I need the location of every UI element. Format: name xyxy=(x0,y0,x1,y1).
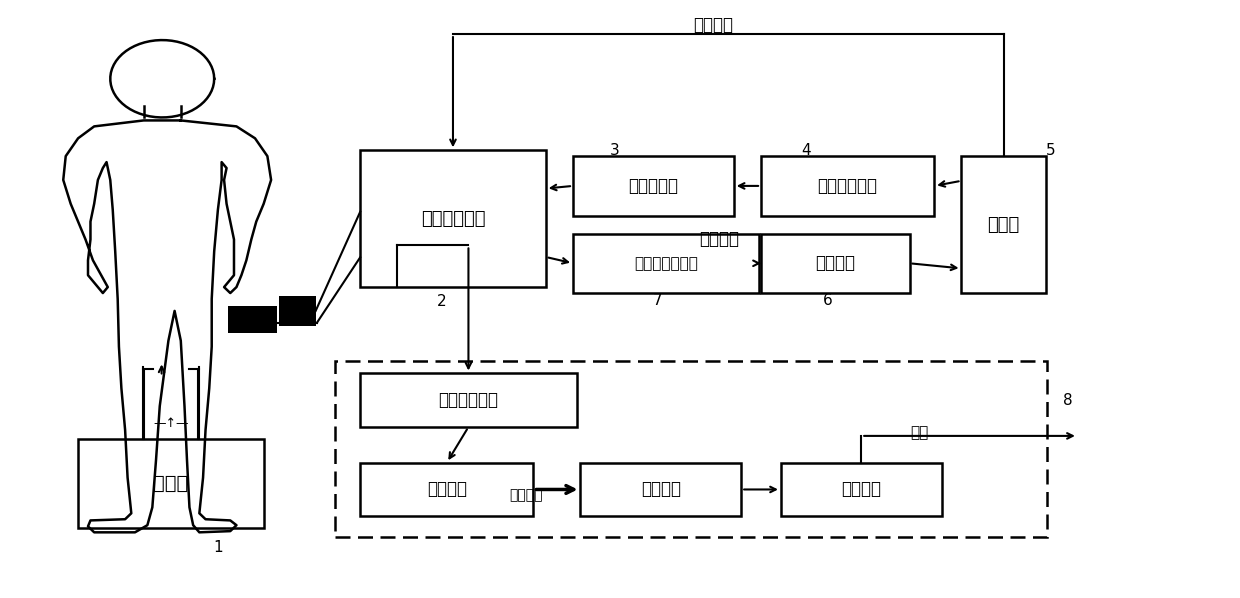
Text: —↑—: —↑— xyxy=(153,417,188,431)
Bar xyxy=(279,296,316,326)
FancyBboxPatch shape xyxy=(573,156,734,216)
FancyBboxPatch shape xyxy=(360,463,533,516)
Text: 前向模型生成: 前向模型生成 xyxy=(439,391,498,409)
Text: 6: 6 xyxy=(823,293,833,309)
Text: 主控器: 主控器 xyxy=(987,216,1019,234)
Text: 特征选择: 特征选择 xyxy=(641,480,681,499)
Bar xyxy=(228,306,278,333)
Text: 多路选通电路: 多路选通电路 xyxy=(420,210,485,228)
Text: 回归计算: 回归计算 xyxy=(841,480,882,499)
Text: 信号放大与调理: 信号放大与调理 xyxy=(634,256,698,271)
FancyBboxPatch shape xyxy=(761,234,909,293)
FancyBboxPatch shape xyxy=(580,463,742,516)
Text: 反向重构: 反向重构 xyxy=(427,480,466,499)
Text: 信号发生电路: 信号发生电路 xyxy=(817,177,878,195)
Text: 传感部: 传感部 xyxy=(154,474,188,493)
Text: 4: 4 xyxy=(801,143,811,158)
FancyBboxPatch shape xyxy=(781,463,941,516)
Text: 原始信号: 原始信号 xyxy=(699,230,739,249)
FancyBboxPatch shape xyxy=(360,150,546,287)
FancyBboxPatch shape xyxy=(360,373,577,427)
Text: 时序控制: 时序控制 xyxy=(693,16,733,34)
Text: 2: 2 xyxy=(436,294,446,310)
FancyBboxPatch shape xyxy=(573,234,759,293)
Text: 5: 5 xyxy=(1045,143,1055,158)
Text: 7: 7 xyxy=(652,293,662,309)
Text: 模数转换: 模数转换 xyxy=(815,254,856,272)
Text: 8: 8 xyxy=(1063,393,1073,408)
FancyBboxPatch shape xyxy=(78,439,264,528)
FancyBboxPatch shape xyxy=(961,156,1045,293)
Text: 压控电流源: 压控电流源 xyxy=(629,177,678,195)
Text: 握力: 握力 xyxy=(910,425,929,440)
Text: 1: 1 xyxy=(213,540,223,555)
FancyBboxPatch shape xyxy=(761,156,934,216)
Text: 3: 3 xyxy=(610,143,620,158)
Text: 扫描图像: 扫描图像 xyxy=(510,489,543,502)
